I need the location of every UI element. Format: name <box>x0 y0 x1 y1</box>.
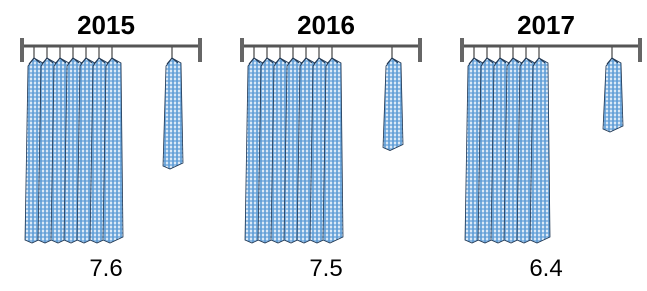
category-label: 2017 <box>517 10 575 40</box>
rack-end <box>20 38 24 62</box>
shirt-group <box>465 47 623 243</box>
value-label: 7.5 <box>309 255 342 282</box>
shirt <box>103 58 123 243</box>
rack-end <box>198 38 202 62</box>
page: {"chart_data": {"type": "pictogram", "ca… <box>0 0 647 291</box>
shirt <box>323 58 343 243</box>
rack-end <box>418 38 422 62</box>
shirt <box>163 58 183 169</box>
value-label: 6.4 <box>529 255 562 282</box>
category-label: 2016 <box>297 10 355 40</box>
value-label: 7.6 <box>89 255 122 282</box>
shirt-group <box>25 47 183 243</box>
rack-end <box>638 38 642 62</box>
rack-end <box>460 38 464 62</box>
chart: 2015 7.6 2016 7.5 2017 6.4 <box>0 0 647 291</box>
shirt <box>603 58 623 132</box>
category-label: 2015 <box>77 10 135 40</box>
shirt <box>383 58 403 151</box>
shirt <box>530 58 550 243</box>
rack-end <box>240 38 244 62</box>
shirt-group <box>245 47 403 243</box>
